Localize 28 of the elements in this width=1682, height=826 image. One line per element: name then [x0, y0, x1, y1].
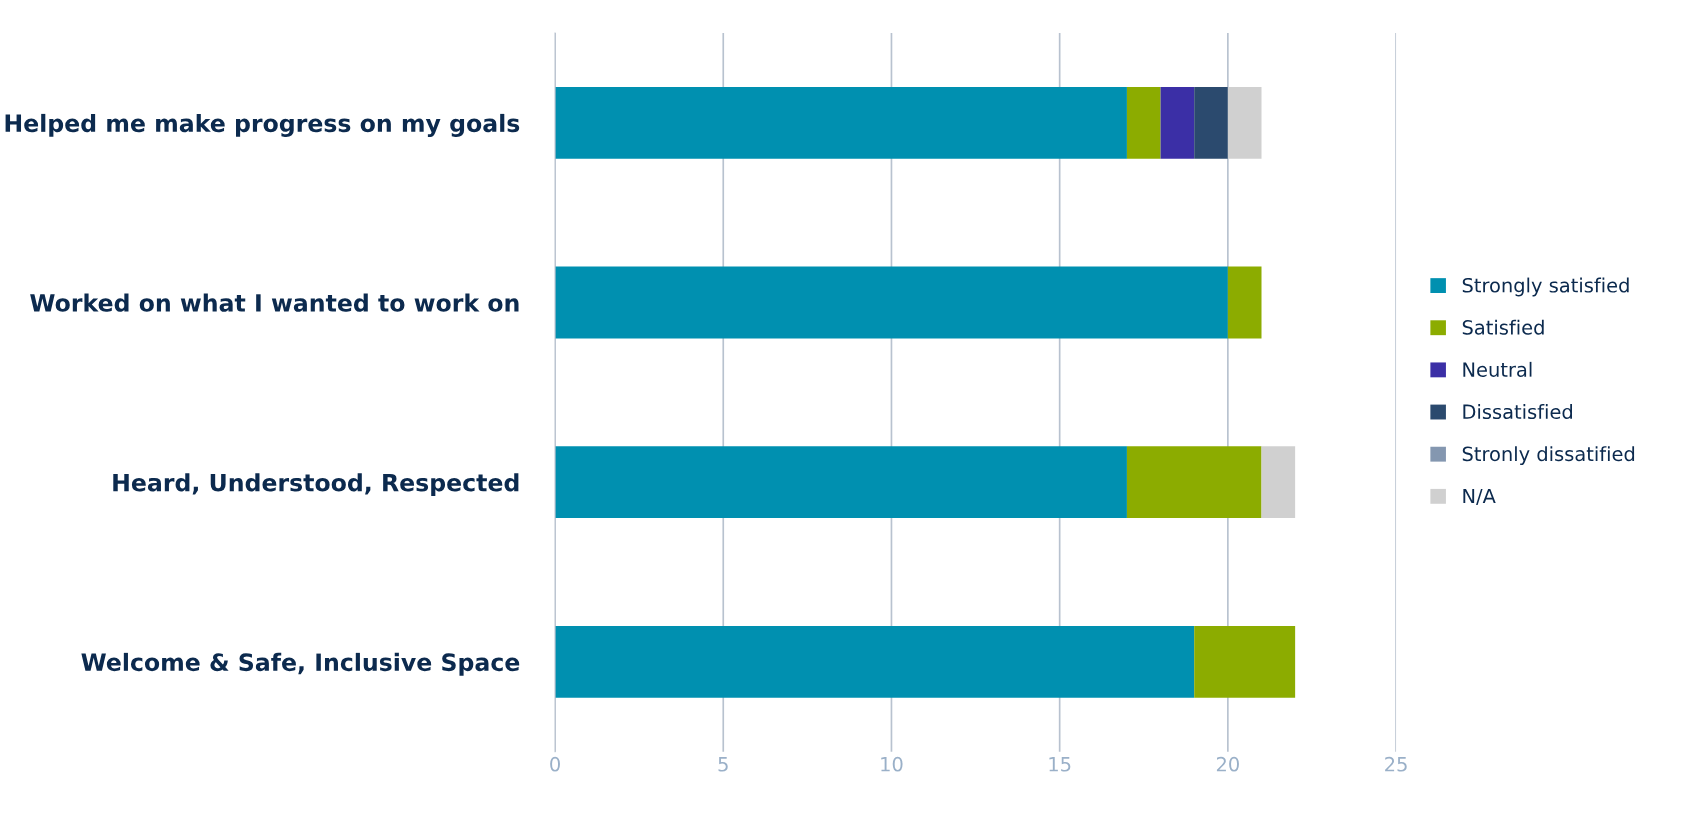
bar: [1194, 86, 1228, 159]
legend-label: Satisfied: [1462, 319, 1544, 335]
x-tick-label: 5: [718, 757, 728, 772]
legend-label: N/A: [1463, 488, 1496, 505]
bar: [1261, 446, 1296, 519]
y-tick-label: Welcome & Safe, Inclusive Space: [81, 652, 520, 676]
x-tick-label: 0: [550, 756, 560, 772]
bar: [1227, 86, 1262, 159]
x-tick-label: 10: [881, 756, 903, 772]
bar: [1160, 86, 1195, 159]
bar: [1126, 446, 1262, 519]
y-tick-label: Helped me make progress on my goals: [5, 113, 520, 137]
bar: [555, 446, 1127, 519]
y-tick-label: Worked on what I wanted to work on: [30, 293, 519, 312]
x-tick-label: 25: [1385, 756, 1407, 772]
bar: [555, 266, 1228, 339]
bar: [1126, 86, 1161, 159]
bar: [555, 625, 1195, 698]
legend-label: Strongly satisfied: [1462, 277, 1629, 297]
legend-label: Neutral: [1463, 361, 1532, 377]
y-tick-label: Heard, Understood, Respected: [113, 473, 519, 497]
bar: [1194, 625, 1296, 698]
x-tick-label: 15: [1049, 757, 1071, 772]
bar: [555, 86, 1127, 159]
legend-label: Dissatisfied: [1463, 404, 1572, 420]
legend-label: Stronly dissatified: [1462, 446, 1635, 465]
x-tick-label: 20: [1216, 756, 1239, 772]
bar: [1227, 266, 1262, 339]
